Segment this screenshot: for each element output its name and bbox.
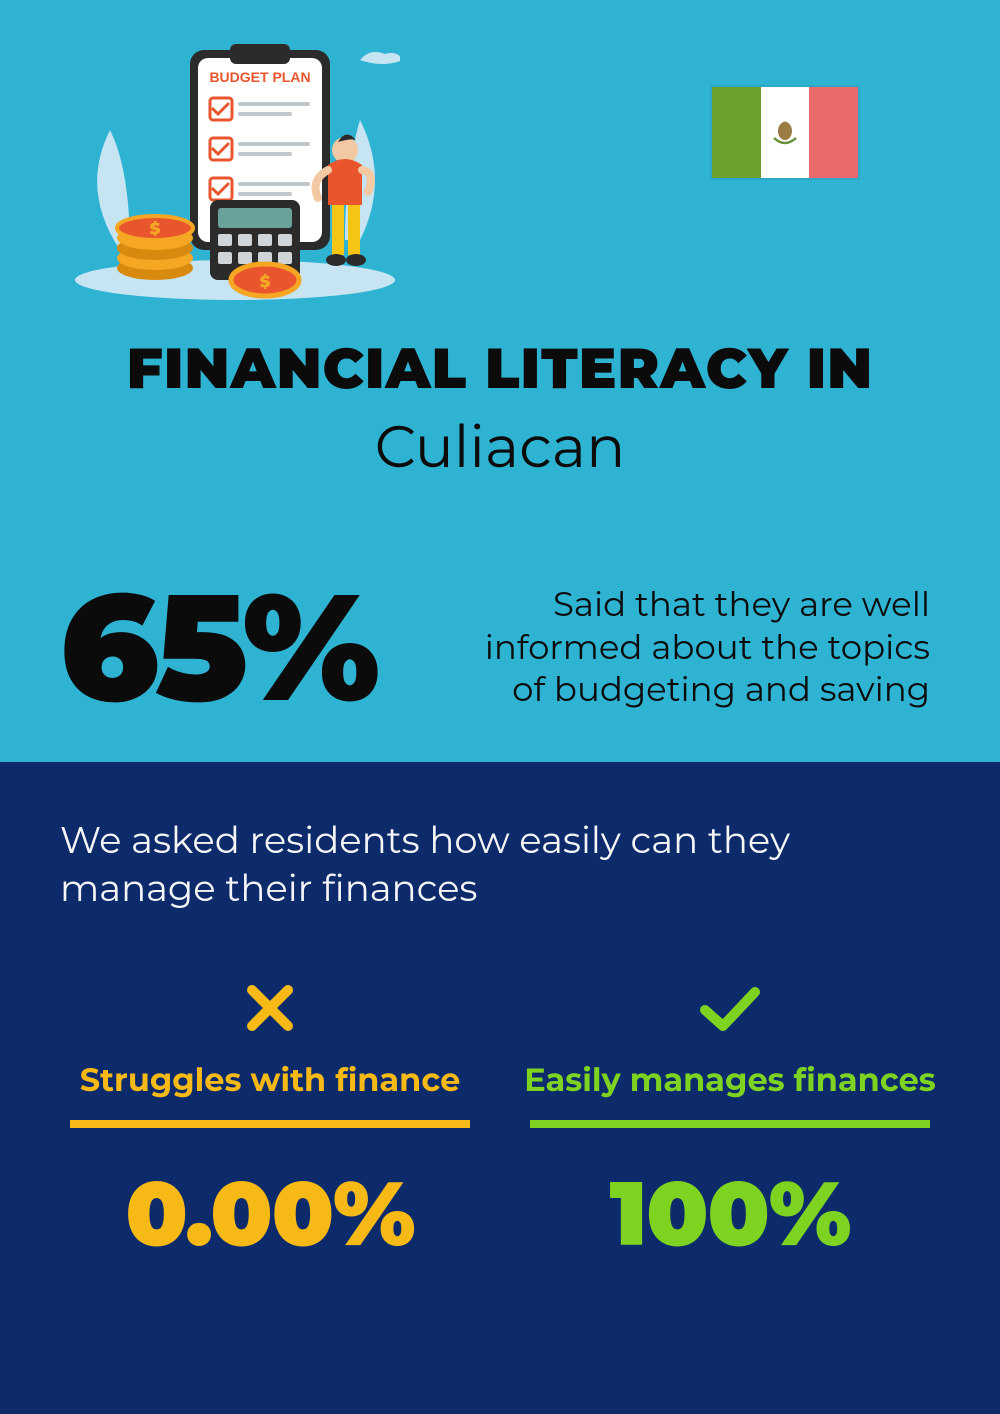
manages-column: Easily manages finances 100% (520, 973, 940, 1268)
struggles-label: Struggles with finance (60, 1061, 480, 1100)
question-line: manage their finances (60, 865, 940, 913)
svg-text:BUDGET PLAN: BUDGET PLAN (209, 69, 310, 85)
survey-question: We asked residents how easily can they m… (60, 817, 940, 913)
stat-desc-line: Said that they are well (396, 583, 930, 626)
stat-description: Said that they are well informed about t… (396, 583, 940, 711)
title-main: FINANCIAL LITERACY IN (60, 335, 940, 403)
headline-stat: 65% Said that they are well informed abo… (60, 572, 940, 722)
budget-illustration: BUDGET PLAN (60, 30, 400, 300)
manages-rule (530, 1120, 930, 1128)
budget-plan-icon: BUDGET PLAN (60, 30, 400, 300)
flag-emblem-icon (768, 116, 802, 150)
bottom-section: We asked residents how easily can they m… (0, 762, 1000, 1414)
stat-percentage: 65% (60, 572, 376, 722)
check-icon (520, 973, 940, 1043)
cross-icon (60, 973, 480, 1043)
flag-stripe-white (761, 87, 810, 178)
question-line: We asked residents how easily can they (60, 817, 940, 865)
mexico-flag-icon (710, 85, 860, 180)
struggles-column: Struggles with finance 0.00% (60, 973, 480, 1268)
struggles-value: 0.00% (60, 1158, 480, 1268)
top-section: BUDGET PLAN (0, 0, 1000, 762)
title-sub: Culiacan (60, 411, 940, 482)
stat-desc-line: informed about the topics (396, 626, 930, 669)
flag-stripe-red (809, 87, 858, 178)
title-block: FINANCIAL LITERACY IN Culiacan (60, 335, 940, 482)
svg-text:$: $ (150, 220, 161, 239)
flag-stripe-green (712, 87, 761, 178)
svg-text:$: $ (260, 273, 271, 292)
stat-desc-line: of budgeting and saving (396, 668, 930, 711)
header-row: BUDGET PLAN (60, 30, 940, 300)
infographic-page: BUDGET PLAN (0, 0, 1000, 1414)
manages-value: 100% (520, 1158, 940, 1268)
manages-label: Easily manages finances (520, 1061, 940, 1100)
struggles-rule (70, 1120, 470, 1128)
comparison-row: Struggles with finance 0.00% Easily mana… (60, 973, 940, 1268)
